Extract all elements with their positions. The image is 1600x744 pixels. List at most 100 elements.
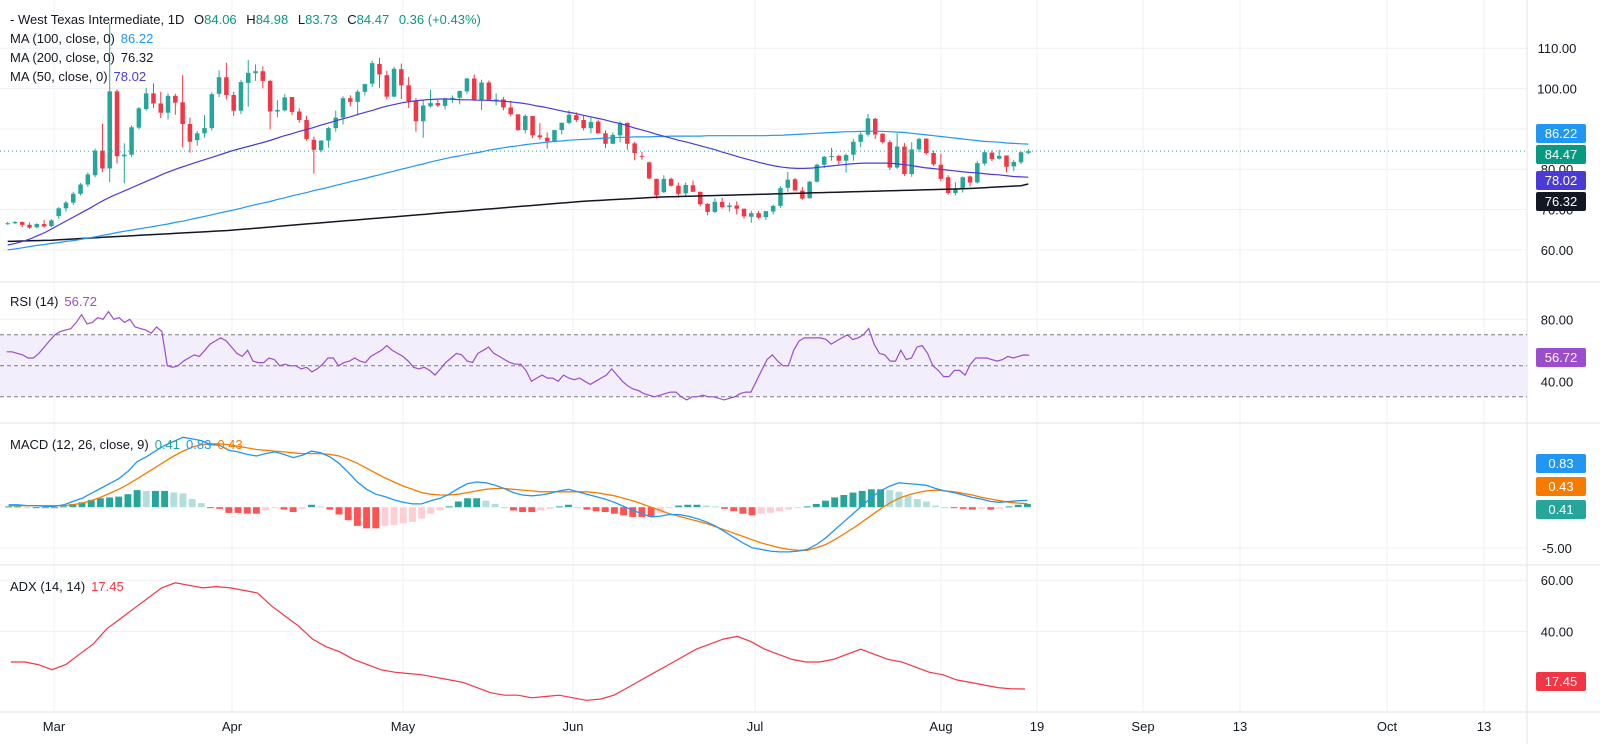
candle-body [902,146,907,175]
macd-histogram-bar [87,499,95,508]
ma100-line [7,130,1029,251]
candle-body [1026,151,1031,153]
candle-body [413,101,419,122]
macd-histogram-bar [684,504,692,508]
macd-histogram-bar [464,498,471,508]
macd-histogram-bar [519,507,527,513]
macd-histogram-bar [849,492,857,508]
candle-body [756,213,761,218]
macd-histogram-bar [886,490,894,508]
candle-body [865,118,871,135]
ma100-legend[interactable]: MA (100, close, 0) 86.22 [10,29,159,48]
macd-histogram-bar [51,507,58,509]
candle-body [698,191,703,205]
macd-histogram-bar [170,492,178,508]
macd-histogram-bar [133,490,141,508]
macd-legend[interactable]: MACD (12, 26, close, 9) 0.41 0.83 0.43 [10,435,249,454]
macd-histogram-bar [996,507,1004,509]
rsi-tick-label: 40.00 [1541,374,1574,389]
macd-histogram-bar [776,507,784,512]
candle-body [5,223,10,225]
candle-body [639,155,645,157]
candle-body [362,84,368,92]
candle-body [180,102,185,125]
macd-histogram-bar [427,507,435,514]
rsi-legend[interactable]: RSI (14) 56.72 [10,292,103,311]
candle-body [646,162,652,179]
candle-body [953,188,958,193]
candle-body [311,139,317,150]
candle-body [34,224,40,228]
candle-body [938,164,944,179]
macd-histogram-bar [721,507,728,509]
candle-body [559,122,565,131]
macd-histogram-bar [766,507,774,513]
candle-body [916,138,922,150]
macd-histogram-bar [308,504,315,508]
macd-histogram-bar [1014,504,1022,508]
candle-body [391,68,397,97]
macd-histogram-bar [959,507,967,509]
macd-histogram-bar [197,503,205,508]
macd-histogram-bar [528,507,536,513]
macd-histogram-bar [601,507,609,513]
x-tick-label: Apr [222,719,243,734]
candle-body [887,142,893,168]
candle-body [143,93,149,110]
candle-body [122,154,127,157]
adx-badge: 17.45 [1536,672,1586,691]
adx-legend[interactable]: ADX (14, 14) 17.45 [10,577,130,596]
candle-body [829,155,834,157]
macd-histogram-bar [638,507,646,517]
macd-histogram-bar [436,507,444,511]
macd-badge: 0.83 [1536,454,1586,473]
candle-body [245,72,251,83]
macd-histogram-bar [491,503,499,508]
rsi-label: RSI (14) [10,294,59,309]
ma200-legend[interactable]: MA (200, close, 0) 76.32 [10,48,159,67]
candle-body [683,184,688,194]
ma200-price-badge: 76.32 [1536,192,1586,211]
macd-histogram-bar [831,497,839,508]
candle-body [355,91,360,102]
candle-body [471,78,477,101]
macd-histogram-bar [115,496,123,508]
candle-body [493,99,499,101]
ohlc-close: 84.47 [356,12,390,27]
candle-body [800,190,805,199]
macd-histogram-bar [840,495,848,508]
macd-histogram-bar [941,507,949,509]
macd-histogram-bar [106,497,113,508]
candle-body [785,179,791,188]
candle-body [530,115,535,136]
candle-body [399,69,404,86]
x-tick-label: Mar [43,719,66,734]
macd-histogram-bar [565,504,572,508]
ma50-legend[interactable]: MA (50, close, 0) 78.02 [10,67,152,86]
candle-body [129,127,134,155]
candle-body [792,179,798,191]
macd-histogram-bar [950,507,958,509]
candle-body [894,146,900,168]
rsi-tick-label: 80.00 [1541,312,1574,327]
macd-histogram-bar [41,507,49,509]
macd-histogram-bar [592,507,600,512]
candle-body [92,150,98,176]
x-tick-label: May [391,719,416,734]
macd-histogram-bar [904,495,912,508]
macd-histogram-bar [152,490,159,508]
macd-histogram-bar [913,499,921,508]
candle-body [581,120,586,129]
candle-body [1011,161,1017,167]
candle-body [734,205,739,209]
candle-body [705,203,710,212]
price-tick-label: 60.00 [1541,243,1574,258]
candle-body [173,95,178,103]
ohlc-open: 84.06 [204,12,237,27]
macd-histogram-bar [877,489,884,508]
macd-histogram-bar [1005,506,1013,508]
macd-histogram-bar [647,507,655,517]
macd-histogram-bar [5,506,13,508]
macd-histogram-bar [289,507,297,513]
